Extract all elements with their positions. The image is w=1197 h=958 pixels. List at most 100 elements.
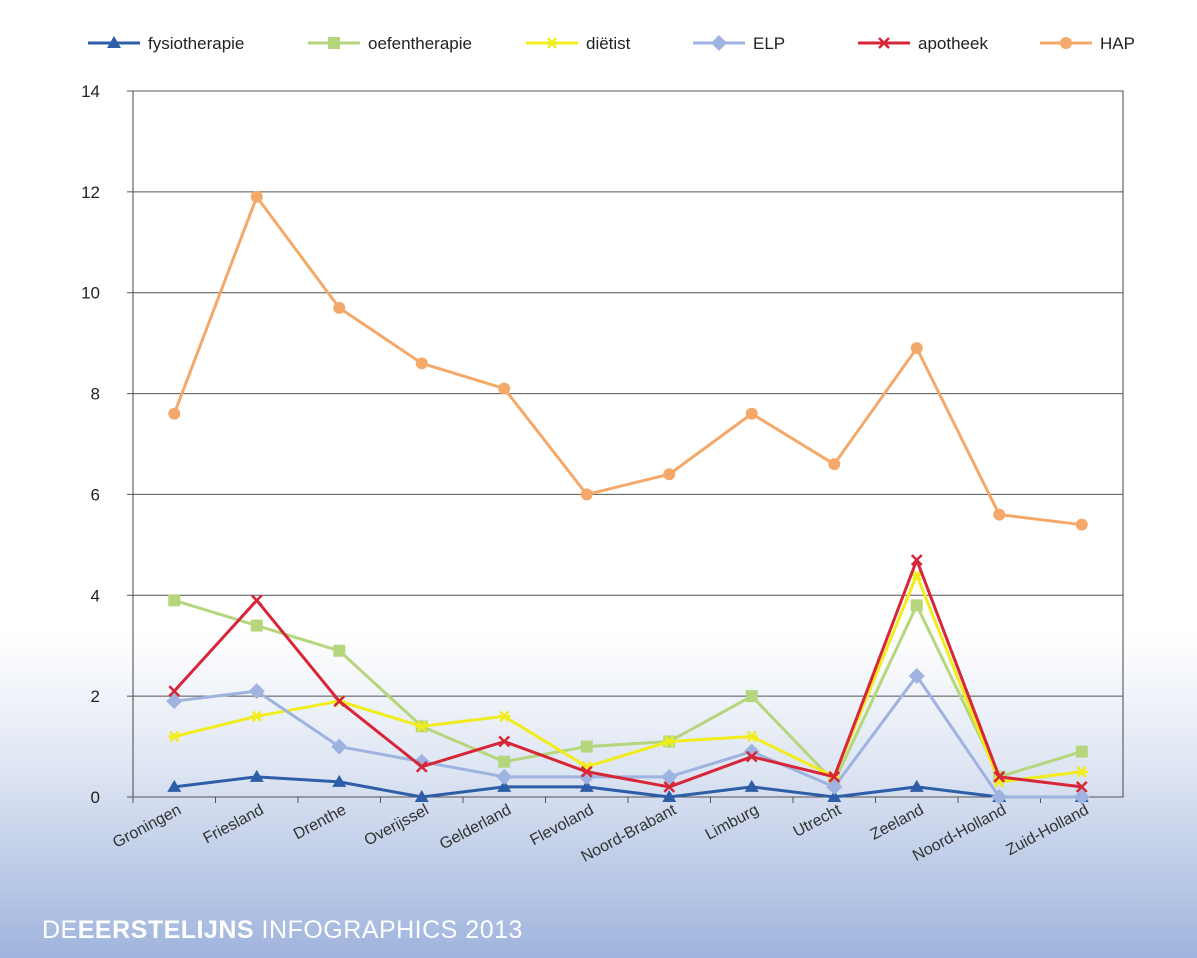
series-line <box>173 598 1083 784</box>
chart-legend: fysiotherapie oefentherapie diëtist ELP apot… <box>88 34 1135 53</box>
data-point <box>498 735 511 748</box>
data-point <box>1075 766 1088 778</box>
data-point <box>498 755 511 768</box>
data-point <box>249 769 264 782</box>
legend-item: HAP <box>1040 34 1135 53</box>
series-diëtist <box>168 569 1088 788</box>
y-tick-label: 2 <box>91 687 100 706</box>
series-HAP <box>168 190 1088 531</box>
data-point <box>250 710 263 723</box>
data-point <box>580 740 593 753</box>
data-point <box>415 357 428 370</box>
data-point <box>910 554 923 566</box>
plot-frame <box>132 90 1124 798</box>
data-point <box>333 695 346 708</box>
legend-label: HAP <box>1100 34 1135 53</box>
series-oefentherapie <box>168 594 1088 788</box>
data-point <box>248 683 265 700</box>
legend-marker <box>328 37 340 49</box>
series-line <box>173 558 1082 789</box>
data-point <box>250 619 263 632</box>
legend-item: diëtist <box>526 34 631 53</box>
x-tick-label: Zuid-Holland <box>1004 802 1092 860</box>
legend-item: ELP <box>693 34 785 53</box>
series-apotheek <box>168 554 1088 793</box>
legend-marker <box>1060 37 1072 49</box>
data-point <box>826 778 843 795</box>
data-point <box>332 774 347 787</box>
data-point <box>250 190 263 203</box>
legend-label: ELP <box>753 34 785 53</box>
data-point <box>333 644 346 657</box>
data-point <box>745 750 758 763</box>
series-line <box>174 674 1082 799</box>
x-tick-label: Zeeland <box>868 802 927 844</box>
legend-marker <box>711 35 727 51</box>
data-point <box>1075 518 1088 531</box>
data-point <box>993 770 1006 783</box>
series-line <box>174 775 1082 799</box>
data-point <box>663 468 676 481</box>
data-point <box>1073 789 1090 805</box>
data-point <box>168 407 181 420</box>
data-point <box>331 738 348 755</box>
data-point <box>1075 745 1088 758</box>
data-point <box>745 690 758 703</box>
data-point <box>910 569 923 581</box>
x-tick-label: Overijssel <box>362 802 432 850</box>
data-point <box>991 789 1008 805</box>
series-line <box>173 573 1082 784</box>
legend-label: oefentherapie <box>368 34 472 53</box>
x-tick-label: Flevoland <box>527 802 596 850</box>
data-point <box>414 790 429 802</box>
data-point <box>910 599 923 612</box>
data-point <box>661 768 678 785</box>
series-fysiotherapie <box>167 769 1089 802</box>
data-point <box>745 407 758 420</box>
series-ELP <box>166 667 1090 805</box>
data-point <box>908 667 925 684</box>
legend-label: apotheek <box>918 34 988 53</box>
chart-series <box>166 190 1090 805</box>
x-tick-label: Drenthe <box>291 801 349 843</box>
data-point <box>910 342 923 355</box>
chart-grid <box>127 90 1124 798</box>
series-line <box>172 195 1082 527</box>
footer-brand: DEEERSTELIJNS INFOGRAPHICS 2013 <box>42 916 523 945</box>
y-tick-label: 0 <box>91 788 100 807</box>
data-point <box>168 685 181 697</box>
y-tick-label: 14 <box>81 82 100 101</box>
legend-label: diëtist <box>586 34 631 53</box>
y-tick-label: 4 <box>91 586 100 605</box>
data-point <box>580 488 593 501</box>
legend-label: fysiotherapie <box>148 34 244 53</box>
footer-prefix: DE <box>42 916 78 944</box>
x-tick-label: Friesland <box>201 802 267 848</box>
data-point <box>828 770 841 783</box>
y-tick-label: 6 <box>91 485 100 504</box>
legend-marker <box>878 37 890 49</box>
data-point <box>579 779 594 792</box>
data-point <box>580 765 593 778</box>
y-tick-label: 8 <box>91 385 100 404</box>
data-point <box>250 594 263 607</box>
data-point <box>1075 781 1088 793</box>
data-point <box>168 730 181 743</box>
data-point <box>744 779 759 792</box>
y-tick-label: 10 <box>81 284 100 303</box>
data-point <box>496 768 513 785</box>
data-point <box>909 779 924 792</box>
data-point <box>498 382 511 395</box>
data-point <box>167 779 182 792</box>
data-point <box>663 781 676 793</box>
data-point <box>662 790 677 802</box>
footer-suffix: INFOGRAPHICS 2013 <box>254 916 523 944</box>
data-point <box>828 458 841 471</box>
data-point <box>168 594 181 607</box>
data-point <box>166 693 183 710</box>
legend-marker <box>546 37 558 49</box>
x-tick-label: Noord-Holland <box>910 802 1009 865</box>
x-tick-label: Limburg <box>703 802 762 844</box>
data-point <box>827 790 842 802</box>
